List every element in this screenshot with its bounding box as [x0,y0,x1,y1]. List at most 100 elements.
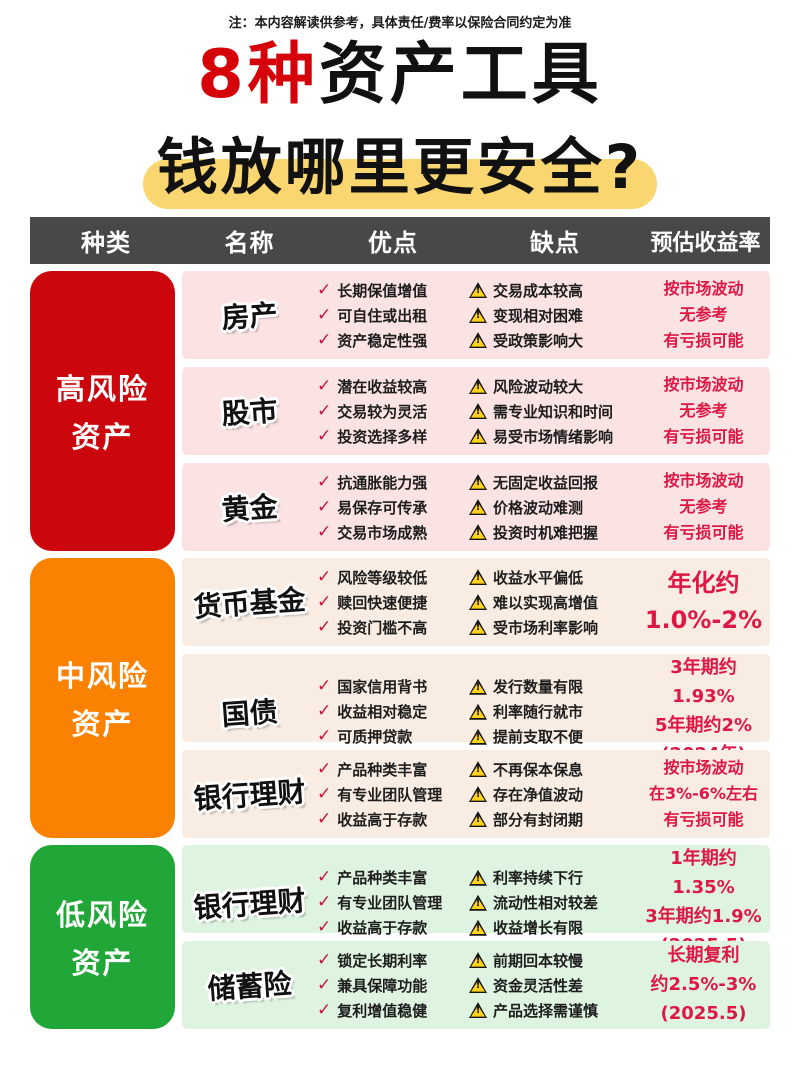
check-icon: ✓ [317,949,332,970]
warning-icon: ! [469,569,487,585]
category-low-risk: 低风险 资产 [30,845,175,1030]
con-text: 提前支取不便 [493,728,584,747]
con-text: 产品选择需谨慎 [493,1001,599,1020]
pro-text: 赎回快速便捷 [337,593,428,612]
con-item: ! 投资时机难把握 [469,522,641,543]
pro-text: 收益高于存款 [337,810,428,829]
page-title: 8种资产工具 [0,36,800,112]
pros-list: ✓ 产品种类丰富 ✓ 有专业团队管理 ✓ 收益高于存款 [317,759,469,830]
pros-list: ✓ 锁定长期利率 ✓ 兼具保障功能 ✓ 复利增值稳健 [317,950,469,1021]
check-icon: ✓ [317,783,332,804]
warning-icon: ! [469,895,487,911]
con-item: ! 价格波动难测 [469,497,641,518]
pro-item: ✓ 可质押贷款 [317,726,469,747]
pro-text: 产品种类丰富 [337,760,428,779]
return-line: (2025.5) [660,1002,747,1024]
con-text: 前期回本较慢 [493,951,584,970]
check-icon: ✓ [317,616,332,637]
con-text: 风险波动较大 [493,377,584,396]
con-text: 资金灵活性差 [493,976,584,995]
pro-text: 风险等级较低 [337,568,428,587]
return-line: 无参考 [679,304,728,324]
return-line: 有亏损可能 [663,523,744,543]
warning-icon: ! [469,729,487,745]
pro-item: ✓ 兼具保障功能 [317,975,469,996]
return-line: 1年期约1.35% [670,848,737,898]
con-item: ! 资金灵活性差 [469,975,641,996]
cons-list: ! 利率持续下行 ! 流动性相对较差 ! 收益增长有限 [469,867,641,938]
category-label: 资产 [71,707,134,742]
pro-text: 潜在收益较高 [337,377,428,396]
returns-cell: 3年期约1.93% 5年期约2% (2024年) [641,654,766,769]
con-text: 难以实现高增值 [493,593,599,612]
pro-item: ✓ 交易市场成熟 [317,522,469,543]
con-text: 部分有封闭期 [493,810,584,829]
warning-icon: ! [469,474,487,490]
pro-item: ✓ 锁定长期利率 [317,950,469,971]
return-line: 按市场波动 [663,278,744,298]
table-row-yinhanglicai-low: 银行理财 ✓ 产品种类丰富 ✓ 有专业团队管理 ✓ 收益高于存款 ! 利率持续下行 ! 流… [182,845,770,956]
section-rows: 银行理财 ✓ 产品种类丰富 ✓ 有专业团队管理 ✓ 收益高于存款 ! 利率持续下行 ! 流… [182,845,770,1030]
pro-item: ✓ 投资选择多样 [317,426,469,447]
pro-item: ✓ 易保存可传承 [317,497,469,518]
cons-list: ! 风险波动较大 ! 需专业知识和时间 ! 易受市场情绪影响 [469,376,641,447]
warning-icon: ! [469,428,487,444]
check-icon: ✓ [317,758,332,779]
category-label: 资产 [71,946,134,981]
con-text: 利率持续下行 [493,869,584,888]
section-low-risk: 低风险 资产 银行理财 ✓ 产品种类丰富 ✓ 有专业团队管理 ✓ 收益高于存款 ! 利率… [30,845,770,1030]
con-item: ! 不再保本保息 [469,759,641,780]
col-header-type: 种类 [81,229,131,258]
pros-list: ✓ 潜在收益较高 ✓ 交易较为灵活 ✓ 投资选择多样 [317,376,469,447]
pro-item: ✓ 有专业团队管理 [317,784,469,805]
pro-text: 可质押贷款 [337,728,413,747]
return-line: 按市场波动 [663,470,744,490]
con-item: ! 风险波动较大 [469,376,641,397]
pro-text: 收益相对稳定 [337,703,428,722]
con-text: 利率随行就市 [493,703,584,722]
check-icon: ✓ [317,867,332,888]
cons-list: ! 无固定收益回报 ! 价格波动难测 ! 投资时机难把握 [469,472,641,543]
pro-text: 资产稳定性强 [337,331,428,350]
table-row-guozhai: 国债 ✓ 国家信用背书 ✓ 收益相对稳定 ✓ 可质押贷款 ! 发行数量有限 ! 利率随行就… [182,654,770,765]
check-icon: ✓ [317,329,332,350]
pros-list: ✓ 国家信用背书 ✓ 收益相对稳定 ✓ 可质押贷款 [317,676,469,747]
warning-icon: ! [469,403,487,419]
warning-icon: ! [469,1002,487,1018]
warning-icon: ! [469,332,487,348]
con-item: ! 产品选择需谨慎 [469,1000,641,1021]
return-line: 按市场波动 [663,374,744,394]
pro-text: 锁定长期利率 [337,951,428,970]
cons-list: ! 发行数量有限 ! 利率随行就市 ! 提前支取不便 [469,676,641,747]
pro-text: 可自住或出租 [337,306,428,325]
category-label: 低风险 [55,898,149,933]
con-text: 投资时机难把握 [493,523,599,542]
asset-name: 储蓄险 [206,967,293,1007]
warning-icon: ! [469,870,487,886]
pros-list: ✓ 长期保值增值 ✓ 可自住或出租 ✓ 资产稳定性强 [317,280,469,351]
pro-item: ✓ 可自住或出租 [317,305,469,326]
con-item: ! 部分有封闭期 [469,809,641,830]
con-item: ! 利率持续下行 [469,867,641,888]
check-icon: ✓ [317,304,332,325]
pro-item: ✓ 收益高于存款 [317,917,469,938]
con-text: 变现相对困难 [493,306,584,325]
returns-cell: 按市场波动 无参考 有亏损可能 [641,372,766,451]
cons-list: ! 不再保本保息 ! 存在净值波动 ! 部分有封闭期 [469,759,641,830]
pro-item: ✓ 产品种类丰富 [317,867,469,888]
pro-text: 国家信用背书 [337,678,428,697]
pros-list: ✓ 产品种类丰富 ✓ 有专业团队管理 ✓ 收益高于存款 [317,867,469,938]
table-row-huangjin: 黄金 ✓ 抗通胀能力强 ✓ 易保存可传承 ✓ 交易市场成熟 ! 无固定收益回报 ! 价格波… [182,463,770,552]
return-line: 3年期约1.9% [645,905,762,927]
return-line: 无参考 [679,496,728,516]
pro-text: 产品种类丰富 [337,869,428,888]
category-high-risk: 高风险 资产 [30,271,175,552]
returns-cell: 按市场波动 在3%-6%左右 有亏损可能 [641,755,766,834]
pro-item: ✓ 赎回快速便捷 [317,592,469,613]
con-text: 受市场利率影响 [493,618,599,637]
pro-text: 投资门槛不高 [337,618,428,637]
con-text: 受政策影响大 [493,331,584,350]
asset-name: 银行理财 [192,775,307,816]
pro-text: 有专业团队管理 [337,894,443,913]
asset-name: 房产 [220,298,279,336]
